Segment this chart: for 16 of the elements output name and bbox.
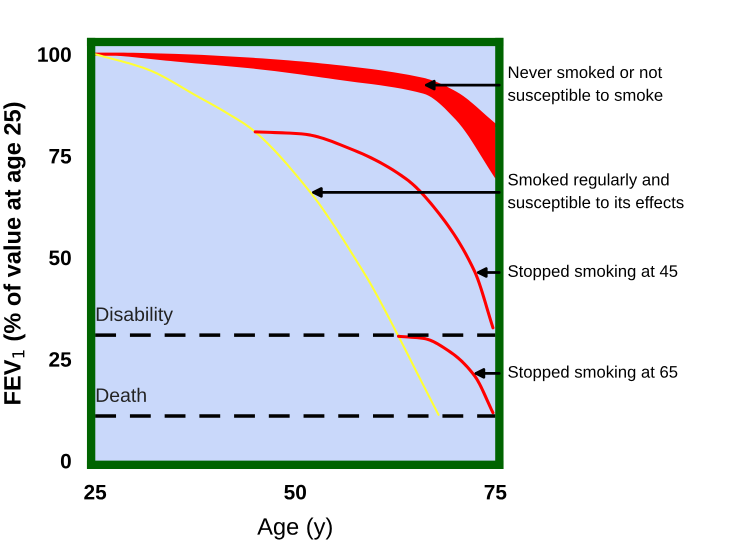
y-axis-title: FEV$_{1}$ (% of value at age 25): [3, 102, 26, 404]
annotation: Stopped smoking at 45: [508, 264, 678, 280]
y-tick-label: 50: [49, 250, 71, 266]
annotation: Stopped smoking at 65: [508, 366, 678, 382]
ref-line-label: Death: [96, 388, 146, 402]
annotation: Never smoked or not susceptible to smoke: [508, 66, 662, 104]
y-tick-label: 100: [38, 47, 71, 62]
y-tick-label: 0: [60, 454, 71, 468]
annotation: Smoked regularly and susceptible to its effects: [508, 173, 684, 212]
x-tick-label: 25: [84, 484, 106, 500]
x-axis-title: Age (y): [257, 518, 332, 540]
y-tick-label: 75: [49, 149, 72, 164]
ref-line-label: Disability: [96, 306, 173, 325]
y-tick-label: 25: [49, 352, 72, 367]
x-tick-label: 50: [284, 484, 306, 500]
x-tick-label: 75: [484, 485, 506, 500]
